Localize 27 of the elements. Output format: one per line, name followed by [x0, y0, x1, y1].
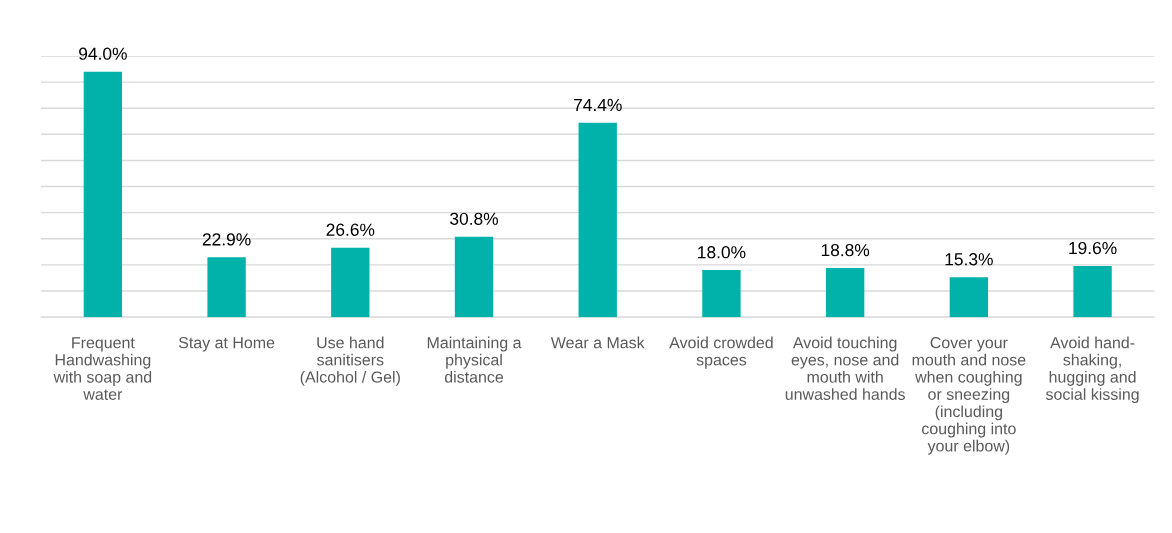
bar — [702, 270, 741, 318]
x-tick-label: Wear a Mask — [550, 336, 645, 349]
x-tick-label: Avoid crowded spaces — [669, 336, 773, 369]
bar — [207, 257, 246, 318]
x-tick-label: Frequent Handwashing with soap and water — [53, 337, 152, 400]
x-tick-label: Use hand sanitisers (Alcohol / Gel) — [300, 336, 400, 386]
data-label: 19.6% — [1069, 241, 1117, 255]
x-tick-label: Cover your mouth and nose when coughing or sneezing (including coughing into your elbow) — [912, 337, 1026, 455]
bar — [949, 277, 989, 318]
data-label: 22.9% — [202, 233, 251, 246]
x-tick-label: Maintaining a physical distance — [427, 336, 522, 383]
data-label: 26.6% — [326, 223, 375, 236]
x-tick-label: Avoid hand-shaking, hugging and social kissing — [1045, 336, 1139, 404]
bar — [454, 236, 494, 318]
data-label: 74.4% — [574, 98, 622, 111]
bar — [1073, 265, 1112, 318]
bar — [83, 71, 123, 318]
data-label: 18.0% — [698, 246, 746, 259]
data-label: 15.3% — [945, 253, 993, 266]
x-tick-label: Stay at Home — [178, 337, 275, 352]
bar — [578, 122, 617, 318]
bar — [825, 268, 865, 318]
data-label: 30.8% — [450, 212, 499, 225]
x-tick-label: Avoid touching eyes, nose and mouth with unwashed hands — [785, 336, 905, 400]
data-label: 18.8% — [821, 243, 870, 257]
bar — [331, 247, 370, 318]
data-label: 94.0% — [79, 47, 127, 60]
